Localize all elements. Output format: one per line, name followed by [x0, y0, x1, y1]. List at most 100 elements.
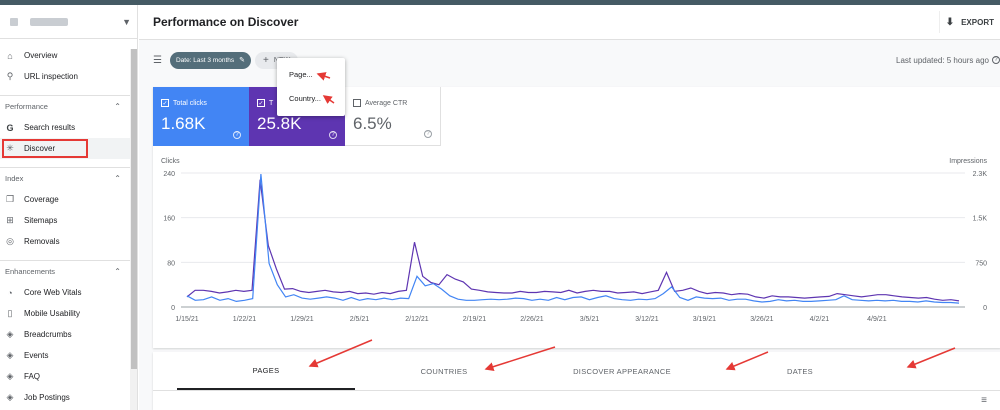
filter-icon[interactable]: ☰: [153, 54, 162, 66]
sidebar-item-sitemaps[interactable]: ⊞ Sitemaps: [0, 210, 137, 231]
metric-total-clicks[interactable]: ✓ Total clicks 1.68K ?: [153, 87, 249, 146]
y-axis-label-right: Impressions: [949, 158, 987, 165]
sidebar-item-label: Core Web Vitals: [24, 288, 82, 297]
y-tick-label-left: 80: [167, 260, 175, 267]
property-selector[interactable]: ▼: [0, 5, 137, 39]
sidebar-item-mobile-usability[interactable]: ▯ Mobile Usability: [0, 303, 137, 324]
help-icon[interactable]: ?: [424, 130, 432, 138]
search-icon: ⚲: [6, 71, 14, 81]
checkbox-icon[interactable]: ✓: [161, 99, 169, 107]
sidebar-item-core-web-vitals[interactable]: ◔ Core Web Vitals: [0, 282, 137, 303]
sidebar-item-events[interactable]: ◈ Events: [0, 345, 137, 366]
property-name-redacted: [30, 17, 68, 26]
date-filter-label: Date: Last 3 months: [175, 56, 235, 64]
sidebar-item-url-inspection[interactable]: ⚲ URL inspection: [0, 66, 137, 87]
sidebar-item-label: FAQ: [24, 372, 41, 381]
x-tick-label: 4/9/21: [867, 316, 887, 323]
x-tick-label: 2/12/21: [405, 316, 428, 323]
y-tick-label-left: 160: [163, 216, 175, 223]
chevron-up-icon: ⌃: [114, 267, 121, 276]
x-tick-label: 1/22/21: [233, 316, 256, 323]
scrollbar-thumb[interactable]: [131, 49, 137, 369]
layers-icon: ◈: [6, 371, 14, 381]
checkbox-icon[interactable]: ✓: [257, 99, 265, 107]
caret-down-icon: ▼: [122, 16, 131, 27]
tab-pages[interactable]: PAGES: [177, 352, 355, 390]
tab-dates[interactable]: DATES: [787, 366, 813, 376]
section-performance[interactable]: Performance ⌃: [0, 95, 137, 117]
home-icon: ⌂: [7, 50, 13, 61]
y-tick-label-left: 0: [171, 305, 175, 312]
dimension-tabs: PAGES COUNTRIES DISCOVER APPEARANCE DATE…: [153, 352, 1000, 391]
x-tick-label: 2/19/21: [463, 316, 486, 323]
sidebar-item-job-postings[interactable]: ◈ Job Postings: [0, 387, 137, 408]
sidebar-item-breadcrumbs[interactable]: ◈ Breadcrumbs: [0, 324, 137, 345]
sidebar-item-label: URL inspection: [24, 72, 78, 81]
performance-chart[interactable]: Clicks Impressions 240 2.3K 160 1.5K 80 750 0 0…: [153, 153, 1000, 348]
plus-icon: +: [263, 54, 269, 66]
pencil-icon: ✎: [239, 57, 246, 64]
sidebar-item-coverage[interactable]: ❐ Coverage: [0, 189, 137, 210]
google-icon: G: [6, 122, 14, 133]
sidebar-item-label: Search results: [24, 123, 76, 132]
filter-rows-icon[interactable]: ≡: [981, 395, 987, 406]
x-tick-label: 3/19/21: [693, 316, 716, 323]
sidebar-item-removals[interactable]: ◎ Removals: [0, 231, 137, 252]
top-accent-bar: [0, 0, 1000, 5]
sidebar-item-label: Events: [24, 351, 49, 360]
copy-icon: ❐: [5, 194, 15, 204]
page-title: Performance on Discover: [153, 15, 299, 29]
x-tick-label: 2/26/21: [520, 316, 543, 323]
help-icon[interactable]: ?: [329, 131, 337, 139]
metric-value: 25.8K: [257, 114, 302, 133]
export-button[interactable]: ⬇ EXPORT: [938, 11, 1000, 33]
x-tick-label: 1/29/21: [290, 316, 313, 323]
download-icon: ⬇: [945, 16, 955, 28]
layers-icon: ◈: [6, 392, 14, 402]
y-tick-label-right: 1.5K: [973, 216, 988, 223]
property-favicon: [10, 17, 18, 26]
sidebar-item-search-results[interactable]: G Search results: [0, 117, 137, 138]
x-tick-label: 2/5/21: [350, 316, 370, 323]
filter-bar: ☰ Date: Last 3 months ✎ + NEW Last updat…: [139, 40, 1000, 80]
help-icon[interactable]: ?: [992, 56, 1000, 64]
section-index[interactable]: Index ⌃: [0, 167, 137, 189]
menu-item-country[interactable]: Country...: [289, 93, 321, 103]
sidebar-item-overview[interactable]: ⌂ Overview: [0, 45, 137, 66]
chevron-up-icon: ⌃: [114, 102, 121, 111]
sidebar-item-label: Job Postings: [24, 393, 70, 402]
x-tick-label: 1/15/21: [175, 316, 198, 323]
tab-discover-appearance[interactable]: DISCOVER APPEARANCE: [573, 366, 671, 376]
section-title: Performance: [5, 102, 48, 111]
new-filter-menu: Page... Country...: [277, 58, 345, 116]
section-enhancements[interactable]: Enhancements ⌃: [0, 260, 137, 282]
x-tick-label: 3/26/21: [750, 316, 773, 323]
section-title: Enhancements: [5, 267, 56, 276]
checkbox-icon[interactable]: [353, 99, 361, 107]
highlight-box: [2, 139, 88, 158]
last-updated: Last updated: 5 hours ago ?: [896, 56, 1000, 65]
sidebar-item-label: Sitemaps: [24, 216, 58, 225]
metric-label: Average CTR: [365, 99, 408, 107]
x-tick-label: 4/2/21: [810, 316, 830, 323]
help-icon[interactable]: ?: [233, 131, 241, 139]
asterisk-icon: ✳: [6, 143, 14, 153]
metric-value: 1.68K: [161, 114, 206, 133]
layers-icon: ◈: [6, 329, 14, 339]
series-line-impressions: [186, 179, 960, 302]
sidebar-item-label: Mobile Usability: [24, 309, 81, 318]
series-line-clicks: [186, 174, 960, 304]
metric-average-ctr[interactable]: Average CTR 6.5% ?: [345, 87, 441, 146]
section-title: Index: [5, 174, 24, 183]
sidebar-item-label: Breadcrumbs: [24, 330, 72, 339]
metric-value: 6.5%: [353, 114, 392, 133]
last-updated-text: Last updated: 5 hours ago: [896, 55, 989, 65]
tab-countries[interactable]: COUNTRIES: [420, 366, 468, 376]
sidebar-scrollbar[interactable]: [130, 49, 137, 410]
main-content: Performance on Discover ⬇ EXPORT ☰ Date:…: [139, 5, 1000, 410]
date-filter-chip[interactable]: Date: Last 3 months ✎: [169, 51, 252, 69]
sidebar-item-discover[interactable]: ✳ Discover: [0, 138, 137, 159]
sidebar-item-faq[interactable]: ◈ FAQ: [0, 366, 137, 387]
gauge-icon: ◔: [7, 287, 13, 298]
menu-item-page[interactable]: Page...: [289, 69, 313, 79]
